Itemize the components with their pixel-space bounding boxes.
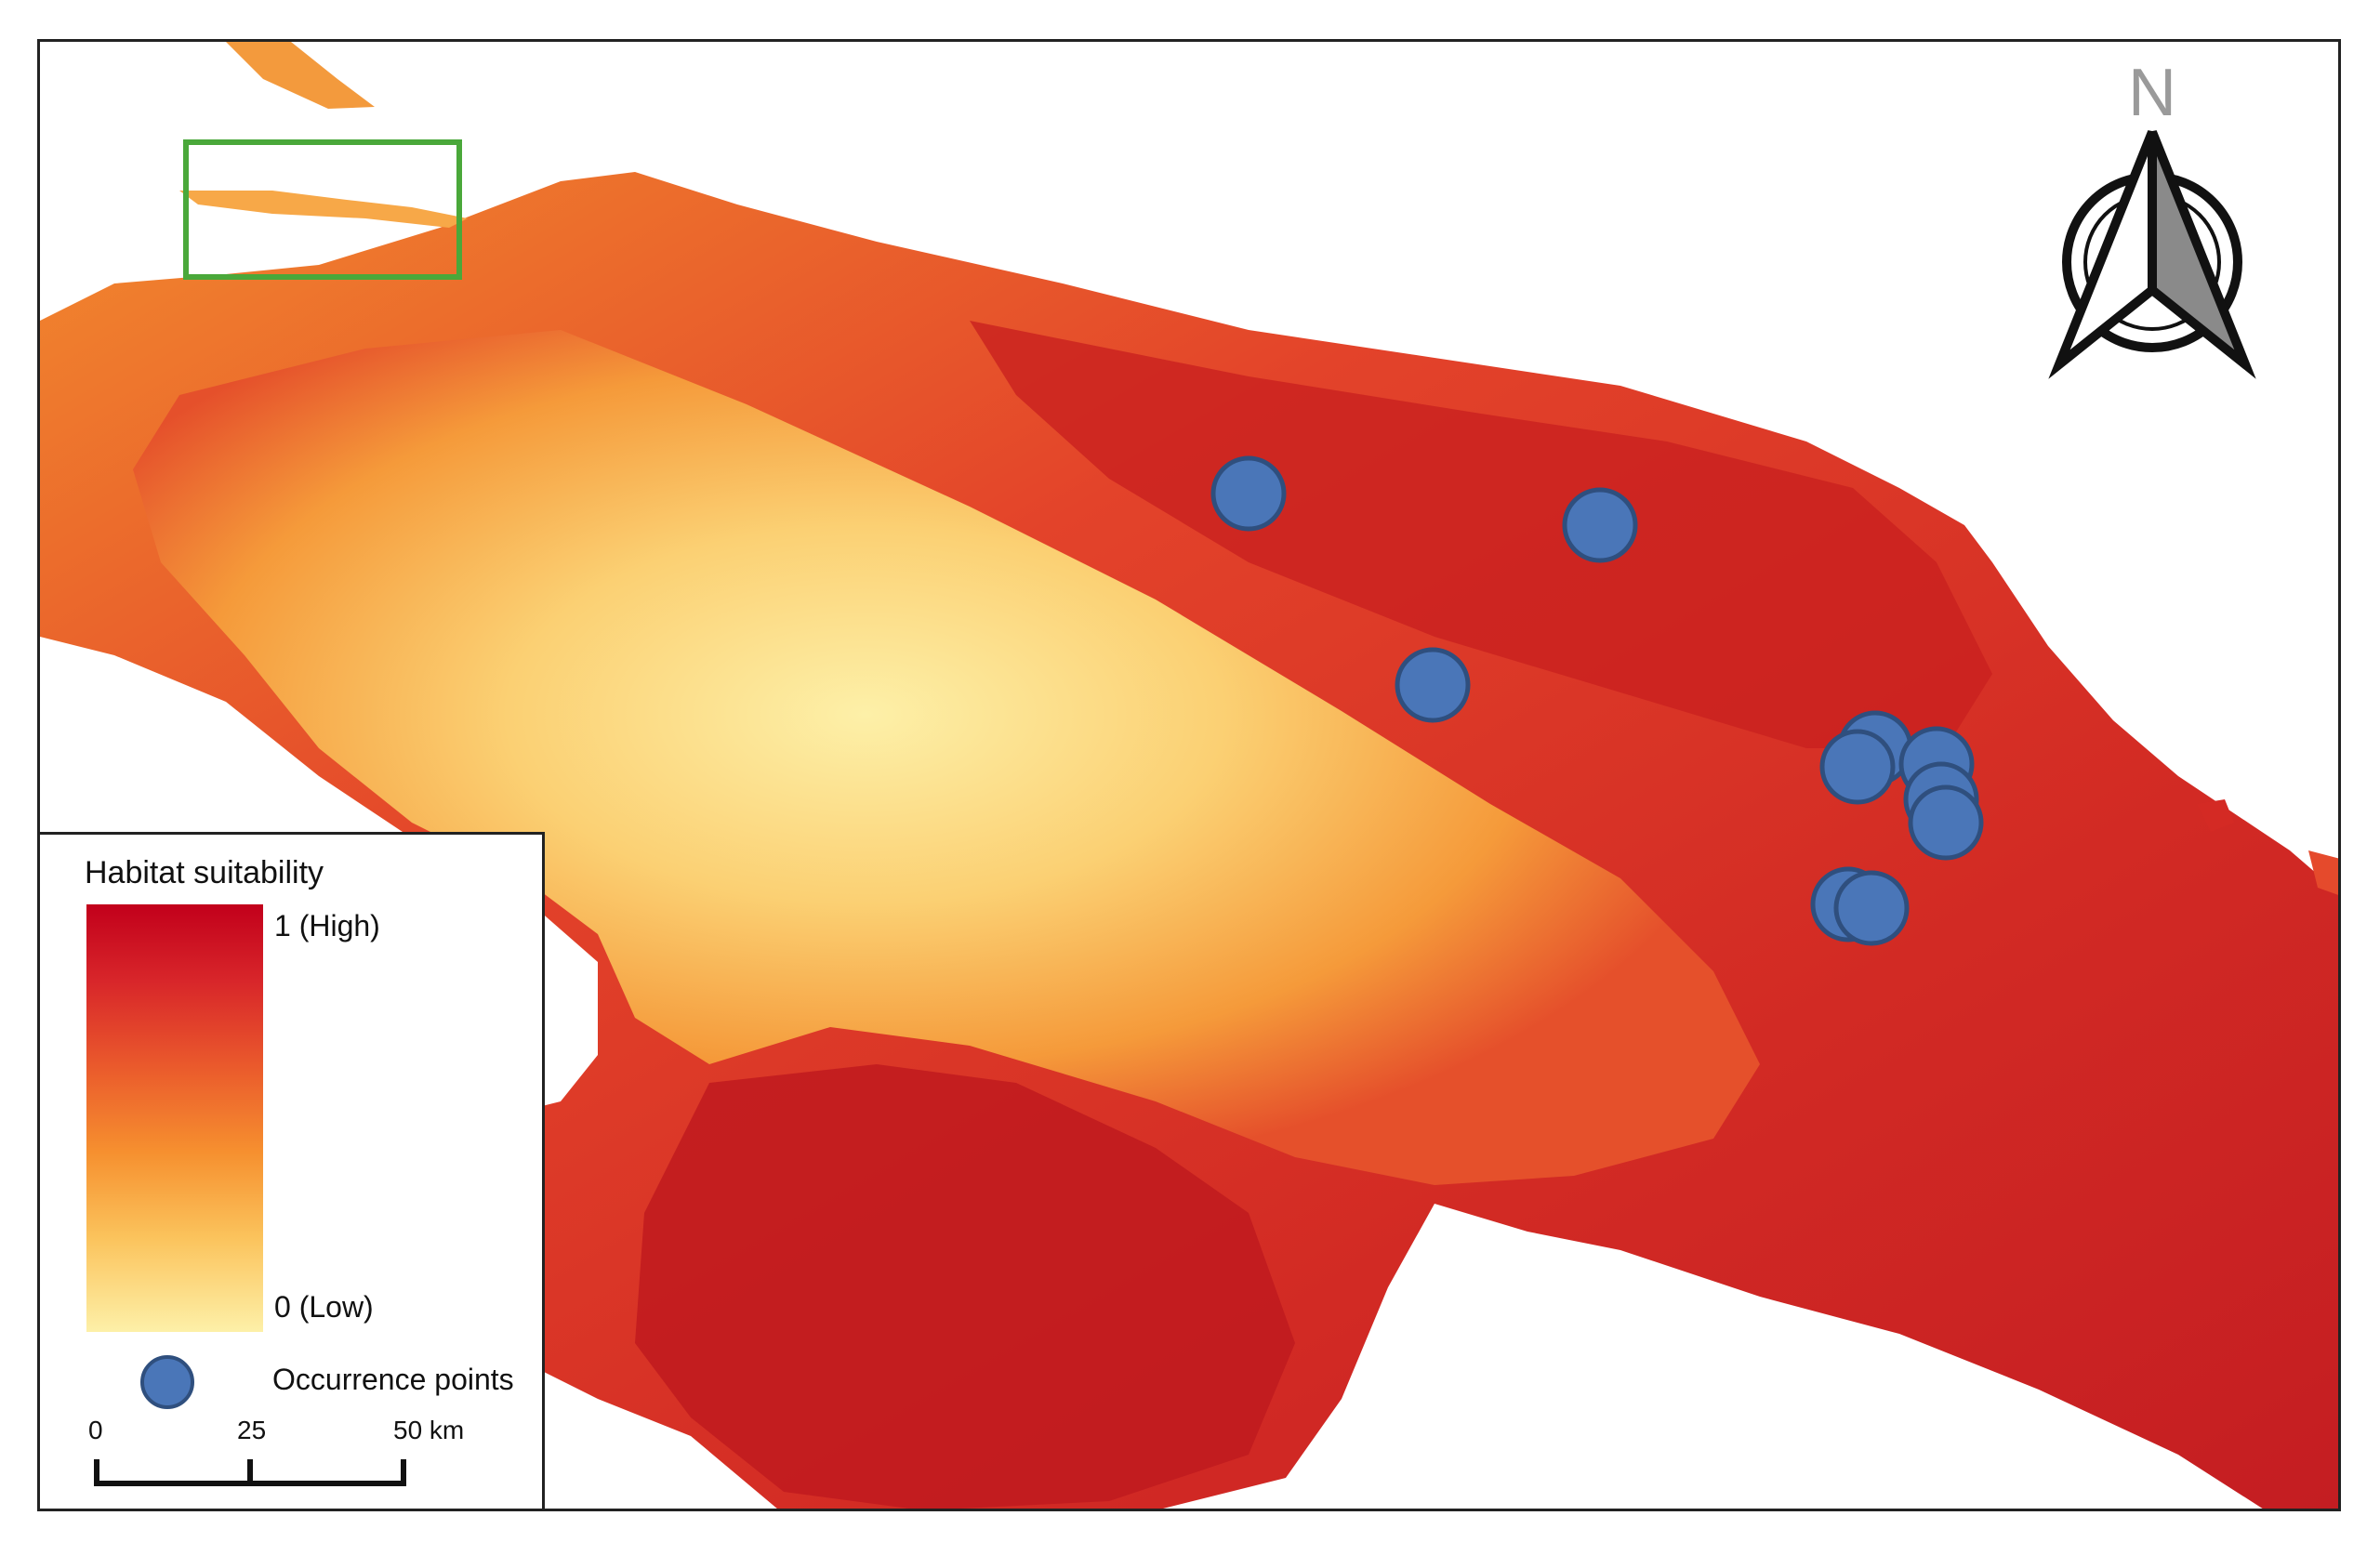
inset-box bbox=[183, 139, 462, 280]
ramp-high-label: 1 (High) bbox=[274, 909, 380, 942]
scale-bar bbox=[94, 1459, 406, 1486]
high-suitability-south bbox=[635, 1064, 1295, 1509]
north-arrow-icon: N bbox=[2048, 58, 2256, 379]
north-letter: N bbox=[2128, 58, 2176, 130]
offshore-island-north bbox=[226, 42, 375, 109]
high-suitability-north bbox=[970, 321, 1992, 748]
color-ramp bbox=[86, 904, 263, 1332]
habitat-map bbox=[40, 42, 2338, 1509]
occurrence-point bbox=[1819, 729, 1896, 805]
occurrence-point bbox=[1833, 870, 1910, 946]
occurrence-point bbox=[1210, 455, 1287, 532]
occurrence-point bbox=[1908, 784, 1984, 861]
occurrence-point bbox=[1395, 647, 1471, 723]
offshore-islet bbox=[2197, 799, 2234, 832]
occurrence-points bbox=[1210, 455, 1984, 946]
offshore-islet-2 bbox=[2308, 850, 2338, 895]
occurrence-label: Occurrence points bbox=[272, 1363, 514, 1396]
scale-tick-50: 50 km bbox=[393, 1416, 465, 1444]
legend-title: Habitat suitability bbox=[85, 855, 324, 890]
occurrence-point bbox=[1562, 487, 1638, 563]
scale-tick-25: 25 bbox=[237, 1416, 267, 1444]
scale-tick-0: 0 bbox=[88, 1416, 103, 1444]
legend: Habitat suitability 1 (High) 0 (Low) Occ… bbox=[37, 832, 545, 1511]
ramp-low-label: 0 (Low) bbox=[274, 1290, 374, 1324]
low-suitability-core bbox=[133, 330, 1760, 1185]
offshore-island bbox=[179, 191, 468, 228]
occurrence-symbol bbox=[140, 1355, 194, 1409]
